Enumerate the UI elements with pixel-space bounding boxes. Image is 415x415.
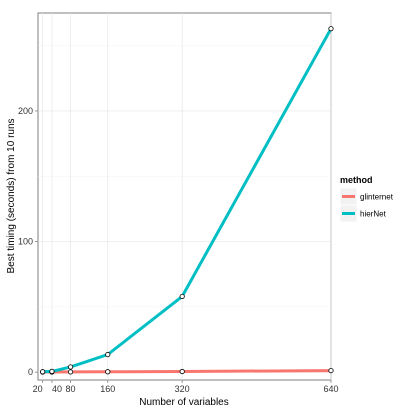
data-point-hierNet <box>179 293 185 300</box>
x-axis-ticks: 20 40 80 160 320 640 <box>33 380 339 394</box>
x-tick-label: 40 <box>52 384 62 394</box>
data-point-hierNet <box>105 351 111 358</box>
x-tick-label: 20 <box>33 384 43 394</box>
legend: method glinternet hierNet <box>339 175 394 223</box>
data-point-glinternet <box>328 367 334 374</box>
x-tick-label: 160 <box>100 384 115 394</box>
data-point-hierNet <box>49 368 55 374</box>
data-point-glinternet <box>105 369 111 375</box>
data-point-hierNet <box>328 26 334 32</box>
data-point-glinternet <box>67 369 74 375</box>
y-axis-ticks: 0 100 200 <box>18 106 38 377</box>
data-point-hierNet <box>40 369 46 375</box>
series-points <box>40 26 334 375</box>
y-axis-title: Best timing (seconds) from 10 runs <box>6 118 17 273</box>
x-tick-label: 80 <box>66 384 76 394</box>
data-point-glinternet <box>179 368 185 375</box>
grid-lines <box>38 13 332 380</box>
y-tick-label: 100 <box>18 237 33 247</box>
series-line-glinternet <box>41 369 333 374</box>
data-point-hierNet <box>67 364 74 370</box>
y-tick-label: 0 <box>28 367 33 377</box>
x-tick-label: 640 <box>323 384 338 394</box>
x-tick-label: 320 <box>175 384 190 394</box>
legend-label: glinternet <box>360 193 394 202</box>
x-axis-title: Number of variables <box>139 397 228 408</box>
y-tick-label: 200 <box>18 106 33 116</box>
plot-panel <box>37 12 332 381</box>
legend-label: hierNet <box>360 210 387 219</box>
legend-title: method <box>340 175 373 185</box>
